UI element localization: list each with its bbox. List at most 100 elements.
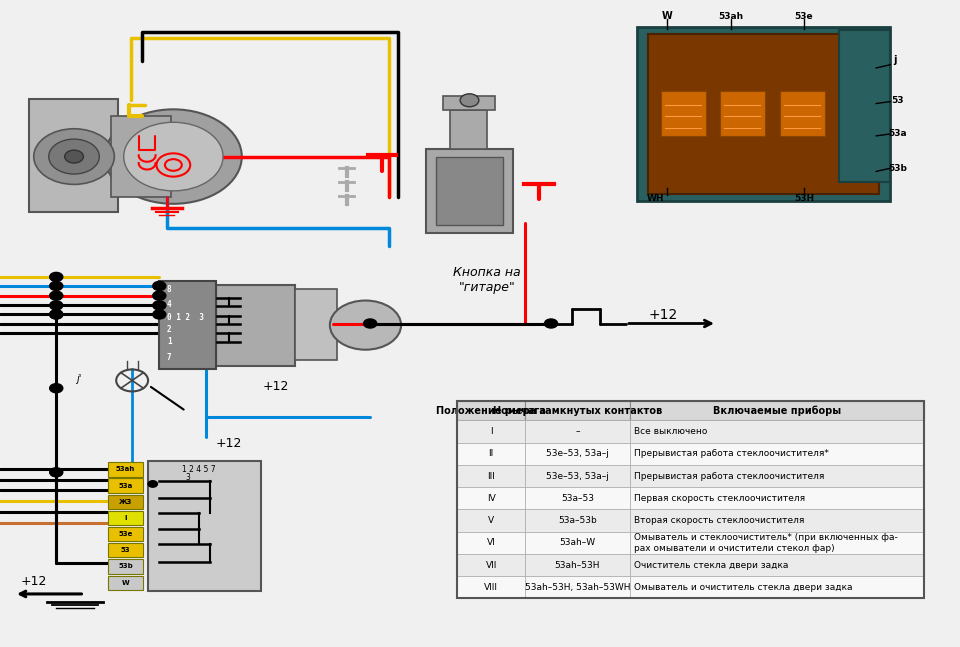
Text: 53а: 53а [888,129,907,138]
Text: Кнопка на
"гитаре": Кнопка на "гитаре" [453,265,521,294]
Circle shape [50,291,62,300]
Text: V: V [488,516,494,525]
Text: 4: 4 [167,300,172,309]
Text: +12: +12 [649,308,678,322]
Text: Омыватель и стеклоочиститель* (при включенных фа-
рах омыватели и очистители сте: Омыватель и стеклоочиститель* (при включ… [634,533,898,553]
Text: 53Н: 53Н [794,194,814,203]
Bar [720,91,765,136]
Circle shape [49,139,99,174]
Text: j': j' [76,374,82,384]
Text: II: II [489,450,493,458]
Text: 53: 53 [121,547,131,553]
Text: VIII: VIII [484,583,498,592]
Text: Положение рычага: Положение рычага [436,406,546,416]
Circle shape [364,319,376,328]
Text: 53b: 53b [888,164,907,173]
Text: 53е–53, 53а–j: 53е–53, 53а–j [546,450,609,458]
Bar [457,401,924,598]
Bar [660,91,706,136]
Text: 7: 7 [167,353,172,362]
Bar [148,461,260,591]
Text: 8: 8 [167,285,172,294]
Bar [457,443,525,465]
Circle shape [50,301,62,310]
Bar [108,559,143,573]
Text: 53аh–53Н, 53аh–53WН: 53аh–53Н, 53аh–53WН [525,583,630,592]
Text: WH: WH [647,194,664,203]
Bar [525,487,630,509]
Bar [525,443,630,465]
Bar [108,543,143,557]
Circle shape [153,301,166,310]
Bar [108,479,143,493]
Bar [525,554,630,576]
Bar [525,509,630,532]
Text: Прерывистая работа стеклоочистителя: Прерывистая работа стеклоочистителя [634,472,824,481]
Bar [110,116,172,197]
Bar [450,110,488,149]
Text: 53е: 53е [795,12,813,21]
Text: Ж3: Ж3 [119,499,132,505]
Text: 53а–53b: 53а–53b [558,516,597,525]
Text: +12: +12 [216,437,242,450]
Bar [457,554,525,576]
Circle shape [50,281,62,291]
Text: W: W [661,11,673,21]
Bar [649,34,879,194]
Text: IV: IV [487,494,495,503]
Text: Номера замкнутых контактов: Номера замкнутых контактов [492,406,662,416]
Text: 53е–53, 53а–j: 53е–53, 53а–j [546,472,609,481]
Bar [444,96,494,110]
Circle shape [64,150,84,163]
Bar [108,462,143,476]
Bar [630,487,924,509]
Text: 53аh: 53аh [718,12,743,21]
Bar [637,27,890,201]
Bar [630,443,924,465]
Bar [108,576,143,590]
Circle shape [50,310,62,319]
Circle shape [50,310,62,319]
Bar [525,401,630,421]
Text: Первая скорость стеклоочистителя: Первая скорость стеклоочистителя [634,494,804,503]
Bar [426,149,513,233]
Circle shape [50,468,62,477]
Bar [457,465,525,487]
Circle shape [34,129,114,184]
Bar [457,421,525,443]
Circle shape [50,272,62,281]
Bar [457,576,525,598]
Text: j: j [893,54,897,65]
Bar [159,281,216,369]
Bar [457,509,525,532]
Text: I: I [125,515,127,521]
Text: +12: +12 [262,380,289,393]
Text: 53: 53 [892,96,904,105]
Circle shape [153,291,166,300]
Bar [216,285,295,366]
Circle shape [544,319,558,328]
Bar [108,495,143,509]
Circle shape [124,122,223,191]
Bar [457,401,525,421]
Text: VII: VII [486,560,497,569]
Text: III: III [488,472,495,481]
Bar [630,401,924,421]
Text: 53а: 53а [118,483,132,488]
Bar [457,532,525,554]
Bar [525,421,630,443]
Text: 1 2 4 5 7: 1 2 4 5 7 [181,465,215,474]
Text: 53а–53: 53а–53 [561,494,594,503]
Bar [436,157,503,225]
Bar [630,509,924,532]
Text: W: W [122,580,130,586]
Text: 53аh: 53аh [116,466,135,472]
Text: 53аh–W: 53аh–W [560,538,595,547]
Text: 53b: 53b [118,564,132,569]
Bar [525,532,630,554]
Bar [630,421,924,443]
Bar [108,511,143,525]
Text: Включаемые приборы: Включаемые приборы [713,406,841,416]
Circle shape [148,481,157,487]
Bar [839,30,890,182]
